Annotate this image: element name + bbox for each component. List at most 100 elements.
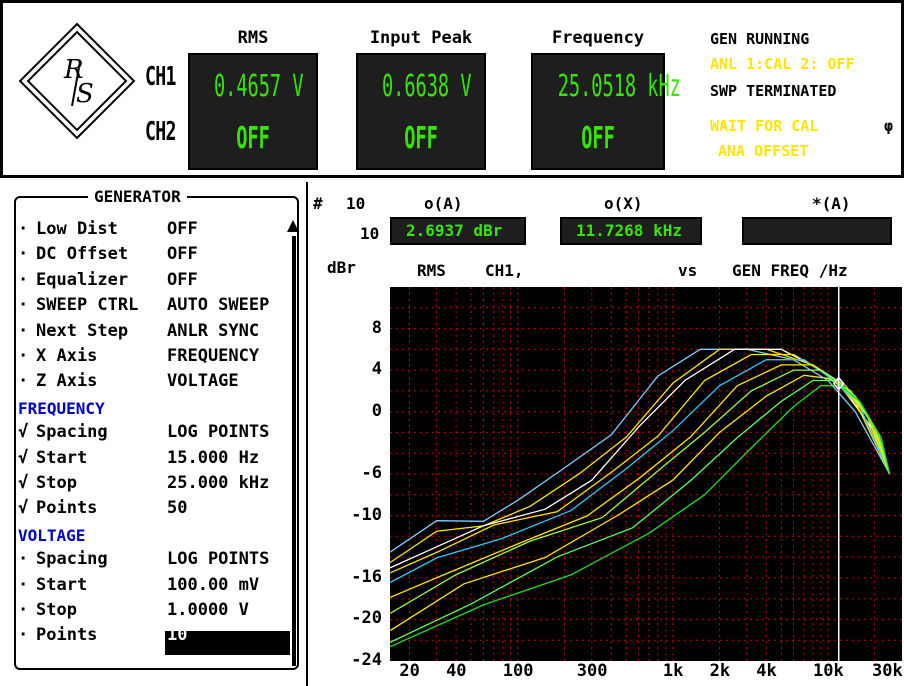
y-tick-label: 4 <box>371 359 382 380</box>
y-tick-label: -24 <box>351 650 382 670</box>
bullet-icon: · <box>18 269 29 290</box>
input-peak-meter: 0.6638 V OFF <box>356 53 486 170</box>
check-icon: √ <box>18 447 29 468</box>
generator-row-z-axis[interactable]: · Z Axis VOLTAGE <box>18 371 239 396</box>
input-peak-ch2-value: OFF <box>404 121 438 156</box>
x-tick-label: 2k <box>709 661 731 681</box>
generator-row-value: OFF <box>167 244 198 265</box>
generator-row-label: Low Dist <box>36 219 118 239</box>
generator-row-label: Z Axis <box>36 371 98 392</box>
generator-row-label: Equalizer <box>36 269 129 290</box>
trace-desc-rms: RMS <box>417 261 446 280</box>
series-line-10 <box>390 385 891 648</box>
bullet-icon: · <box>18 219 29 239</box>
x-axis-desc: GEN FREQ /Hz <box>732 261 848 280</box>
frequency-ch1-value: 25.0518 kHz <box>557 69 681 104</box>
generator-row-value: 50 <box>167 498 188 519</box>
generator-row-label: Stop <box>36 473 77 493</box>
generator-row-value: AUTO SWEEP <box>167 295 270 316</box>
y-tick-label: 0 <box>371 400 382 421</box>
generator-row-points[interactable]: √ Points 50 <box>18 498 187 523</box>
generator-row-stop[interactable]: √ Stop 25.000 kHz <box>18 473 269 498</box>
generator-row-value: ANLR SYNC <box>167 320 260 341</box>
generator-row-start[interactable]: √ Start 15.000 Hz <box>18 448 259 473</box>
bullet-icon: · <box>18 371 29 392</box>
series-line-3 <box>390 348 891 569</box>
generator-row-value: LOG POINTS <box>167 422 270 443</box>
generator-row-value: 1.0000 V <box>167 600 249 620</box>
status-anl-cal: ANL 1:CAL 2: OFF <box>710 55 855 73</box>
bullet-icon: · <box>18 346 29 366</box>
check-icon: √ <box>18 473 29 493</box>
bullet-icon: · <box>18 320 29 341</box>
o-a-value-box <box>390 217 526 245</box>
generator-row-label: X Axis <box>36 346 98 366</box>
generator-row-value: VOLTAGE <box>167 371 239 392</box>
generator-row-low-dist[interactable]: · Low Dist OFF <box>18 219 198 244</box>
generator-row-label: Next Step <box>36 320 129 341</box>
rs-logo-icon: R S <box>18 22 136 140</box>
generator-row-value: 25.000 kHz <box>167 473 270 493</box>
y-tick-label: -10 <box>351 504 382 525</box>
bullet-icon: · <box>18 625 29 646</box>
col-star-a-header: *(A) <box>812 194 851 213</box>
ch2-label: CH2 <box>145 117 176 147</box>
x-tick-label: 300 <box>576 661 608 681</box>
generator-row-label: Start <box>36 447 88 468</box>
vs-label: vs <box>678 261 698 280</box>
analysis-panel <box>306 182 904 686</box>
bullet-icon: · <box>18 574 29 595</box>
generator-title: GENERATOR <box>88 187 187 206</box>
generator-scrollbar[interactable] <box>292 236 296 666</box>
count-row: 10 <box>360 224 380 243</box>
y-tick-label: -6 <box>361 463 382 483</box>
generator-row-label: Start <box>36 574 88 595</box>
frequency-meter-title: Frequency <box>551 28 645 48</box>
series-line-2 <box>390 348 891 564</box>
x-tick-label: 4k <box>756 661 777 681</box>
frequency-ch2-value: OFF <box>581 121 615 156</box>
generator-row-value: 15.000 Hz <box>167 447 260 468</box>
y-tick-label: 8 <box>371 317 382 338</box>
generator-row-label: Spacing <box>36 422 108 443</box>
check-icon: √ <box>18 422 29 443</box>
trace-desc-ch1: CH1, <box>485 261 524 280</box>
generator-row-label: Stop <box>36 600 77 620</box>
col-o-x-header: o(X) <box>604 194 643 213</box>
generator-row-next-step[interactable]: · Next Step ANLR SYNC <box>18 321 259 346</box>
generator-row-x-axis[interactable]: · X Axis FREQUENCY <box>18 346 259 371</box>
rms-meter-title: RMS <box>237 28 269 48</box>
status-swp-terminated: SWP TERMINATED <box>710 82 837 100</box>
o-x-value: 11.7268 kHz <box>576 221 682 240</box>
svg-text:R: R <box>63 55 84 85</box>
rms-ch2-value: OFF <box>236 121 270 156</box>
svg-text:S: S <box>76 79 94 109</box>
generator-row-spacing[interactable]: √ Spacing LOG POINTS <box>18 422 269 447</box>
generator-row-start[interactable]: · Start 100.00 mV <box>18 575 259 600</box>
generator-row-label: Points <box>36 498 98 519</box>
scroll-up-arrow-icon[interactable] <box>287 220 299 232</box>
check-icon: √ <box>18 498 29 519</box>
generator-row-points[interactable]: · Points 10 <box>18 625 187 650</box>
hash-label: # <box>313 194 323 213</box>
x-tick-label: 100 <box>502 661 534 681</box>
series-line-4 <box>390 353 891 574</box>
generator-row-sweep-ctrl[interactable]: · SWEEP CTRL AUTO SWEEP <box>18 295 269 320</box>
bullet-icon: · <box>18 549 29 570</box>
generator-row-value: 10 <box>167 625 188 646</box>
generator-row-value: 100.00 mV <box>167 574 260 595</box>
count-top: 10 <box>346 194 366 213</box>
generator-row-label: Spacing <box>36 549 108 570</box>
generator-row-dc-offset[interactable]: · DC Offset OFF <box>18 244 198 269</box>
generator-row-equalizer[interactable]: · Equalizer OFF <box>18 270 198 295</box>
generator-row-stop[interactable]: · Stop 1.0000 V <box>18 600 249 625</box>
generator-row-value: OFF <box>167 269 198 290</box>
y-unit-label: dBr <box>327 258 356 277</box>
star-a-value-box <box>742 217 892 245</box>
status-ana-offset: ANA OFFSET <box>718 142 809 160</box>
sweep-plot[interactable] <box>390 287 902 661</box>
status-wait-for-cal: WAIT FOR CAL <box>710 117 819 135</box>
generator-row-spacing[interactable]: · Spacing LOG POINTS <box>18 549 269 574</box>
frequency-section-header: FREQUENCY <box>18 398 105 418</box>
points-edit-highlight <box>165 631 290 655</box>
